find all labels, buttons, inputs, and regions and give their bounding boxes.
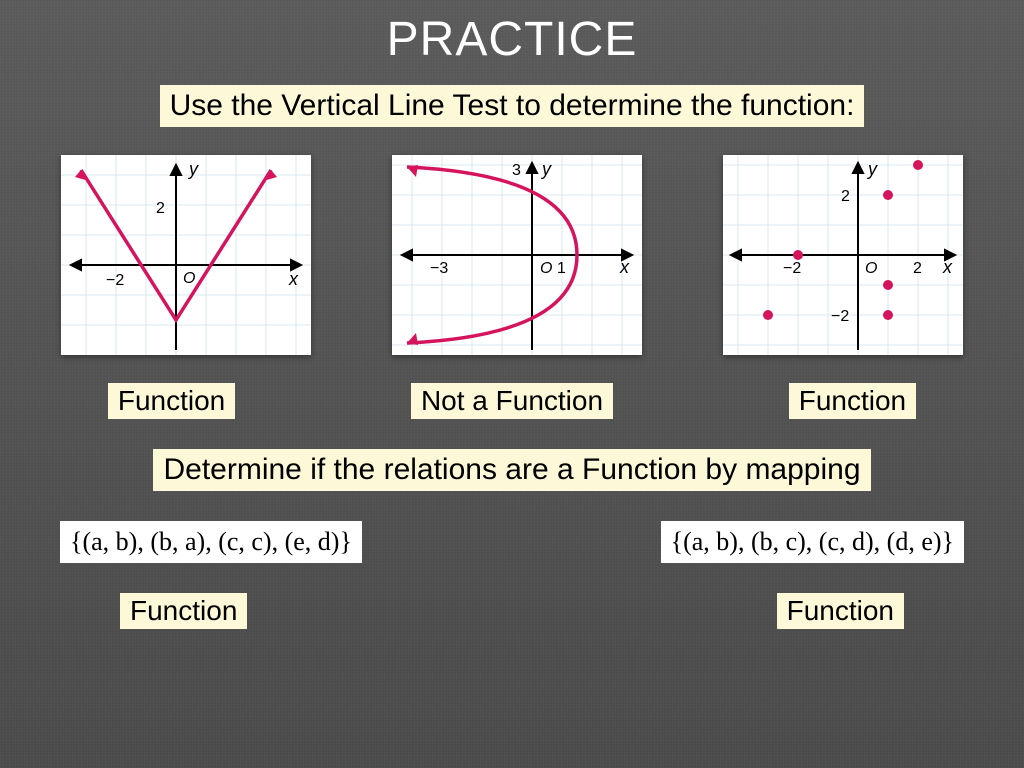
chart1-ylabel: y — [187, 159, 199, 179]
chart1-ytick: 2 — [156, 200, 165, 217]
chart2-xtick: −3 — [430, 260, 448, 277]
chart1-xtick: −2 — [106, 272, 124, 289]
chart3-xtick-neg: −2 — [783, 260, 801, 277]
instruction-2: Determine if the relations are a Functio… — [153, 449, 870, 491]
answer-1: Function — [108, 383, 235, 419]
chart3-ytick-neg: −2 — [831, 308, 849, 325]
chart2-origin: O — [540, 260, 552, 277]
relations-row: {(a, b), (b, a), (c, c), (e, d)} {(a, b)… — [0, 521, 1024, 563]
answers-row-2: Function Function — [0, 593, 1024, 629]
answers-row-1: Function Not a Function Function — [0, 383, 1024, 419]
chart3-ylabel: y — [866, 159, 878, 179]
chart1-xlabel: x — [288, 269, 299, 289]
chart-1: y x O −2 2 — [61, 155, 311, 355]
answer-b2: Function — [777, 593, 904, 629]
chart-3: y x O −2 2 2 −2 — [723, 155, 963, 355]
charts-row: y x O −2 2 — [0, 155, 1024, 355]
chart2-xtick2: 1 — [557, 260, 566, 277]
chart3-xtick-pos: 2 — [913, 260, 922, 277]
instruction-1: Use the Vertical Line Test to determine … — [160, 85, 865, 127]
chart2-ylabel: y — [540, 159, 552, 179]
chart3-ytick-pos: 2 — [841, 188, 850, 205]
chart3-xlabel: x — [942, 257, 953, 277]
relation-1: {(a, b), (b, a), (c, c), (e, d)} — [60, 521, 362, 563]
chart3-origin: O — [865, 260, 877, 277]
answer-2: Not a Function — [411, 383, 613, 419]
answer-3: Function — [789, 383, 916, 419]
chart-2: y x O −3 1 3 — [392, 155, 642, 355]
chart2-xlabel: x — [619, 257, 630, 277]
answer-b1: Function — [120, 593, 247, 629]
page-title: PRACTICE — [0, 0, 1024, 67]
chart1-origin: O — [183, 270, 195, 287]
chart2-ytick: 3 — [512, 162, 521, 179]
relation-2: {(a, b), (b, c), (c, d), (d, e)} — [661, 521, 964, 563]
